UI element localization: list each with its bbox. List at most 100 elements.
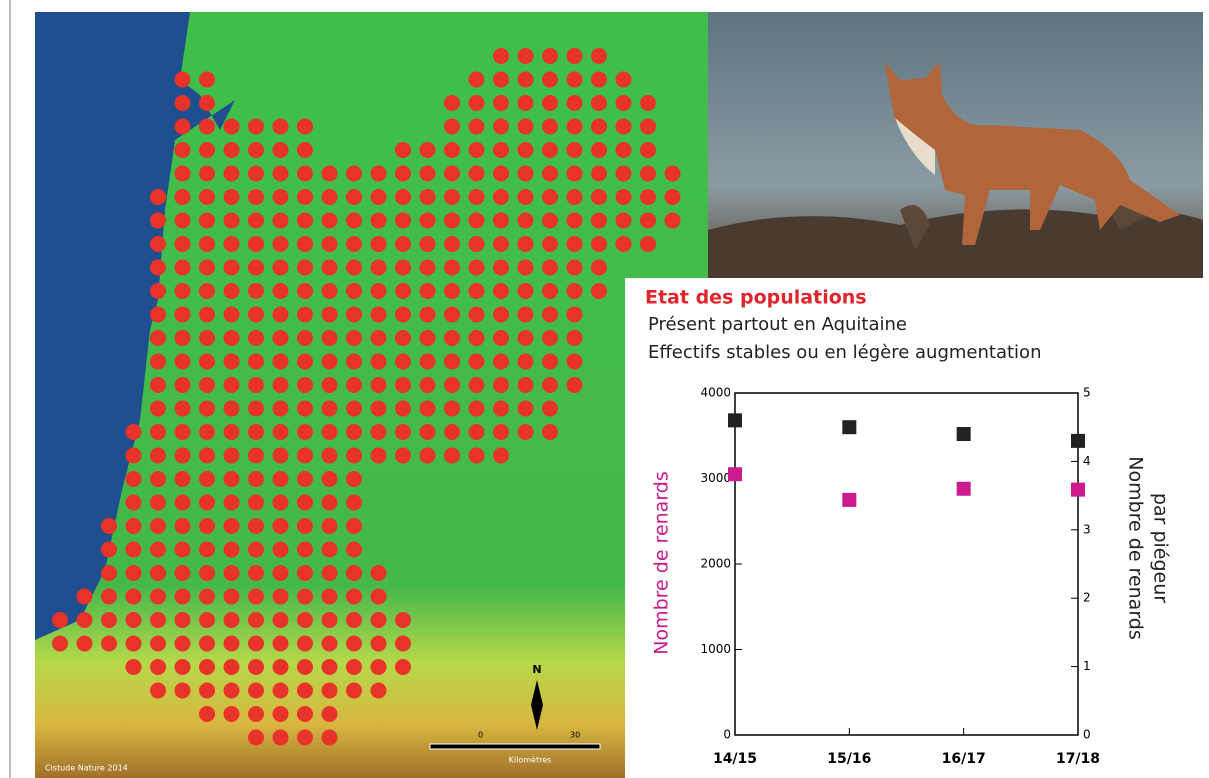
map-dot xyxy=(420,377,436,393)
map-dot xyxy=(444,119,460,135)
map-dot xyxy=(395,401,411,417)
map-dot xyxy=(248,166,264,182)
map-dot xyxy=(224,142,240,158)
map-dot xyxy=(150,471,166,487)
map-dot xyxy=(542,330,558,346)
map-dot xyxy=(591,95,607,111)
map-dot xyxy=(126,518,142,534)
map-dot xyxy=(493,424,509,440)
map-dot xyxy=(199,448,215,464)
x-tick-label: 15/16 xyxy=(827,751,871,767)
map-dot xyxy=(346,166,362,182)
map-dot xyxy=(126,471,142,487)
map-dot xyxy=(248,518,264,534)
map-dot xyxy=(297,283,313,299)
map-dot xyxy=(150,377,166,393)
map-dot xyxy=(322,730,338,746)
map-dot xyxy=(346,236,362,252)
map-dot xyxy=(175,189,191,205)
map-dot xyxy=(224,518,240,534)
map-dot xyxy=(371,683,387,699)
map-dot xyxy=(248,213,264,229)
map-dot xyxy=(542,283,558,299)
map-dot xyxy=(248,659,264,675)
map-dot xyxy=(297,166,313,182)
map-dot xyxy=(248,283,264,299)
map-dot xyxy=(444,213,460,229)
map-dot xyxy=(371,636,387,652)
map-dot xyxy=(273,542,289,558)
map-dot xyxy=(297,401,313,417)
map-dot xyxy=(297,706,313,722)
map-dot xyxy=(444,377,460,393)
map-dot xyxy=(395,636,411,652)
map-dot xyxy=(616,119,632,135)
map-dot xyxy=(224,166,240,182)
map-dot xyxy=(248,589,264,605)
map-dot xyxy=(346,354,362,370)
map-dot xyxy=(346,471,362,487)
map-dot xyxy=(224,424,240,440)
y2-tick-label: 3 xyxy=(1083,522,1091,536)
map-dot xyxy=(518,119,534,135)
map-dot xyxy=(346,542,362,558)
map-dot xyxy=(591,72,607,88)
map-dot xyxy=(542,213,558,229)
map-dot xyxy=(322,448,338,464)
map-dot xyxy=(542,307,558,323)
y-tick-label: 4000 xyxy=(700,386,731,400)
map-dot xyxy=(518,72,534,88)
map-dot xyxy=(175,283,191,299)
map-dot xyxy=(469,401,485,417)
map-dot xyxy=(322,495,338,511)
map-dot xyxy=(640,119,656,135)
map-dot xyxy=(395,283,411,299)
map-dot xyxy=(101,542,117,558)
map-dot xyxy=(518,48,534,64)
map-dot xyxy=(444,283,460,299)
map-dot xyxy=(395,236,411,252)
map-dot xyxy=(493,95,509,111)
map-dot xyxy=(322,471,338,487)
map-dot xyxy=(493,213,509,229)
map-dot xyxy=(248,307,264,323)
map-dot xyxy=(199,283,215,299)
map-dot xyxy=(248,142,264,158)
map-dot xyxy=(371,283,387,299)
map-dot xyxy=(469,354,485,370)
map-dot xyxy=(297,636,313,652)
map-dot xyxy=(518,307,534,323)
map-dot xyxy=(248,330,264,346)
map-dot xyxy=(591,260,607,276)
map-dot xyxy=(175,589,191,605)
map-dot xyxy=(616,166,632,182)
map-dot xyxy=(126,589,142,605)
map-dot xyxy=(346,518,362,534)
map-dot xyxy=(224,448,240,464)
scale-bar xyxy=(430,744,600,749)
map-dot xyxy=(224,189,240,205)
map-dot xyxy=(395,166,411,182)
map-dot xyxy=(493,189,509,205)
map-dot xyxy=(591,142,607,158)
map-dot xyxy=(518,283,534,299)
map-dot xyxy=(542,72,558,88)
map-dot xyxy=(371,307,387,323)
map-dot xyxy=(199,189,215,205)
map-dot xyxy=(175,471,191,487)
map-dot xyxy=(371,401,387,417)
map-dot xyxy=(420,424,436,440)
map-dot xyxy=(77,612,93,628)
map-dot xyxy=(567,48,583,64)
map-dot xyxy=(224,612,240,628)
map-dot xyxy=(297,589,313,605)
map-dot xyxy=(175,542,191,558)
map-dot xyxy=(150,307,166,323)
map-dot xyxy=(371,659,387,675)
map-dot xyxy=(469,283,485,299)
map-dot xyxy=(101,589,117,605)
y-tick-label: 2000 xyxy=(700,557,731,571)
map-dot xyxy=(224,213,240,229)
map-dot xyxy=(273,166,289,182)
map-dot xyxy=(175,565,191,581)
